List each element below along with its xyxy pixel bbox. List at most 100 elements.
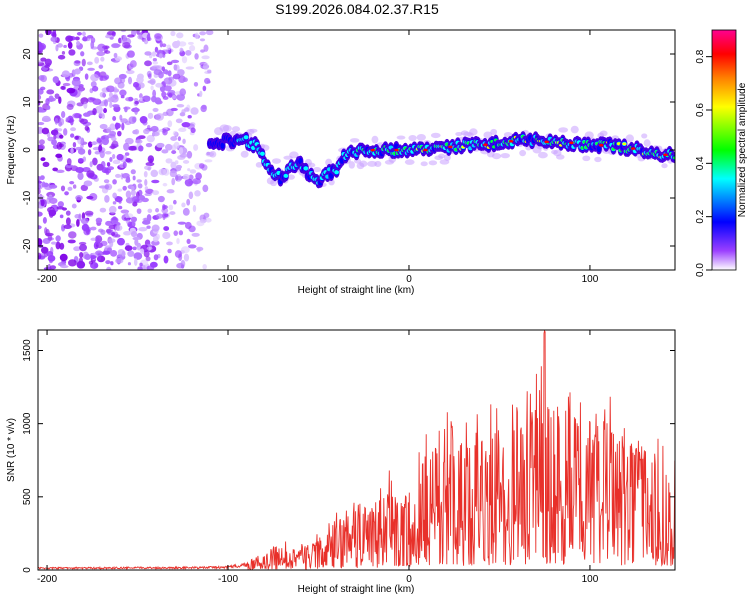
noise-blob (68, 231, 77, 239)
ridge-halo (222, 124, 232, 132)
noise-blob (110, 250, 118, 257)
noise-blob (168, 204, 174, 211)
noise-blob (74, 60, 81, 64)
noise-blob (193, 81, 199, 87)
noise-blob (95, 237, 100, 246)
noise-blob (162, 231, 171, 240)
noise-blob (184, 107, 190, 112)
noise-blob (104, 184, 110, 190)
ridge-halo (231, 126, 241, 133)
noise-blob (144, 60, 152, 67)
noise-blob (146, 265, 155, 270)
noise-blob (65, 35, 74, 43)
noise-blob (162, 128, 168, 136)
noise-blob (111, 140, 119, 149)
ridge-halo (229, 130, 237, 137)
noise-blob (132, 246, 137, 251)
ridge-halo (289, 151, 299, 159)
noise-blob (147, 166, 151, 171)
noise-blob (150, 85, 154, 91)
noise-blob (46, 89, 55, 95)
ridge-peak (508, 139, 514, 143)
noise-blob (80, 51, 85, 57)
noise-blob (99, 91, 106, 98)
noise-blob (94, 151, 101, 155)
colorbar-ticks: 0.0 0.2 0.4 0.6 0.8 (695, 49, 712, 277)
chart-title: S199.2026.084.02.37.R15 (275, 1, 439, 17)
noise-blob (125, 157, 132, 163)
noise-blob (109, 36, 114, 40)
noise-blob (171, 144, 177, 152)
noise-blob (90, 73, 100, 82)
noise-blob (134, 100, 140, 105)
noise-blob (38, 139, 45, 145)
noise-blob (152, 89, 157, 98)
noise-blob (112, 179, 117, 185)
ridge-band (220, 142, 225, 149)
noise-blob (127, 34, 135, 38)
noise-blob (161, 66, 166, 72)
noise-blob (178, 230, 184, 236)
noise-blob (122, 35, 127, 43)
noise-blob (182, 160, 190, 164)
colorbar-gradient (711, 29, 737, 271)
noise-blob (124, 106, 128, 113)
noise-blob (82, 36, 88, 42)
noise-blob (193, 144, 199, 151)
noise-blob (155, 208, 160, 213)
noise-blob (145, 162, 155, 167)
ridge-halo (430, 132, 441, 139)
noise-blob (145, 142, 153, 148)
noise-blob (63, 128, 68, 136)
noise-blob (133, 258, 138, 266)
noise-blob (136, 179, 142, 183)
ridge-peak (569, 141, 574, 145)
colorbar-tick-label: 0.0 (695, 263, 706, 277)
noise-blob (45, 30, 52, 36)
noise-blob (76, 41, 81, 46)
noise-blob (109, 157, 113, 162)
noise-blob (121, 122, 125, 131)
noise-blob (194, 32, 199, 40)
noise-blob (202, 85, 207, 92)
ridge-peak (663, 153, 668, 157)
noise-blob (117, 205, 123, 210)
noise-blob (79, 118, 88, 125)
noise-blob (202, 264, 207, 270)
noise-blob (108, 205, 117, 214)
noise-blob (114, 86, 118, 93)
noise-blob (90, 237, 97, 241)
noise-blob (146, 246, 153, 251)
ridge-halo (490, 128, 498, 136)
noise-blob (45, 228, 50, 237)
noise-blob (125, 178, 131, 183)
noise-blob (38, 74, 45, 81)
noise-blob (126, 219, 131, 225)
noise-blob (70, 118, 74, 126)
noise-blob (151, 131, 160, 137)
noise-blob (103, 99, 109, 107)
noise-blob (177, 136, 182, 142)
noise-blob (166, 61, 173, 66)
noise-blob (80, 217, 89, 225)
noise-blob (38, 238, 43, 247)
noise-blob (91, 141, 98, 146)
noise-blob (143, 170, 148, 178)
snr-y-tick-label: 500 (22, 488, 33, 505)
noise-blob (131, 185, 135, 192)
noise-blob (87, 67, 95, 71)
noise-blob (179, 47, 184, 53)
noise-blob (75, 135, 79, 140)
noise-blob (139, 97, 143, 102)
ridge-halo (428, 160, 438, 166)
noise-blob (202, 62, 209, 71)
noise-blob (48, 209, 57, 217)
noise-blob (171, 94, 177, 100)
noise-blob (106, 266, 112, 270)
noise-blob (149, 158, 153, 164)
ridge-peak (483, 143, 488, 146)
noise-blob (78, 84, 84, 88)
